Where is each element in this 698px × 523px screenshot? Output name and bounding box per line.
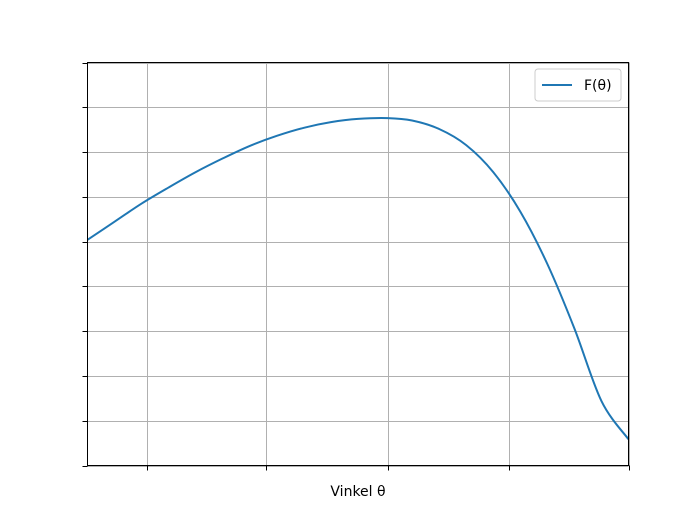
legend-box	[534, 68, 622, 102]
grid	[87, 62, 630, 467]
series-line-f-theta	[86, 117, 630, 440]
legend: F(θ)	[534, 68, 622, 102]
ticks	[82, 63, 630, 471]
series-layer	[86, 117, 630, 440]
legend-label-f-theta: F(θ)	[584, 78, 612, 94]
axes-frame	[87, 62, 629, 466]
x-axis-label: Vinkel θ	[330, 484, 385, 500]
